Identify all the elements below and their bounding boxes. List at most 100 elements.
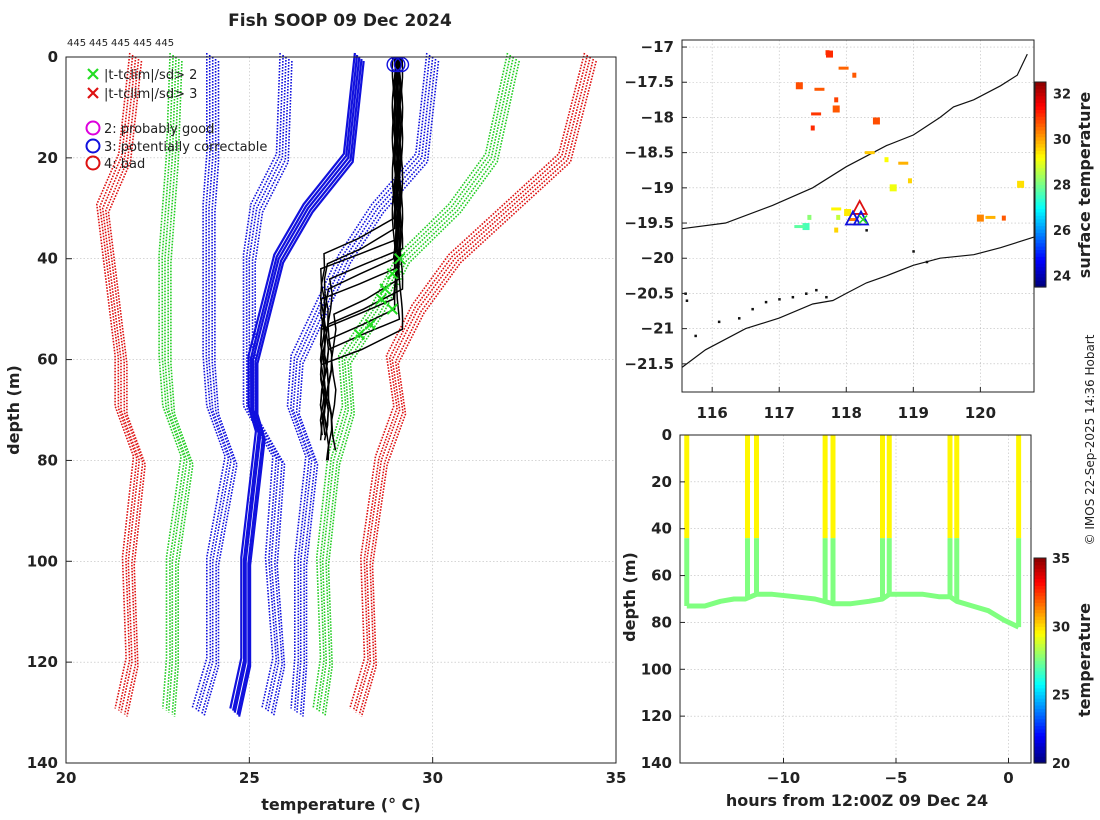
sst-cell [976,214,984,222]
colorbar-swatch [1035,198,1046,203]
profile-id-label: 445 [89,38,108,49]
profile-id-label: 445 [133,38,152,49]
island-marker [751,307,754,311]
y-tick-label: 80 [37,451,58,469]
colorbar-swatch [1034,677,1046,682]
sst-cell [834,97,839,103]
map-colorbar-tick: 24 [1053,270,1071,285]
colorbar-swatch [1035,239,1046,244]
map-y-tick-label: −20.5 [624,284,674,302]
profile-id-label: 445 [111,38,130,49]
ts-colorbar-tick: 25 [1052,689,1070,704]
colorbar-swatch [1034,660,1046,665]
bathymetry-contour [681,53,1028,230]
colorbar-swatch [1034,602,1046,607]
map-y-tick-label: −17.5 [624,73,674,91]
profile-id-label: 445 [155,38,174,49]
colorbar-swatch [1034,694,1046,699]
colorbar-swatch [1035,273,1046,278]
colorbar-swatch [1034,674,1046,679]
colorbar-swatch [1034,612,1046,617]
sst-cell [907,178,912,184]
sst-cell [802,223,810,231]
y-tick-label: 20 [37,149,58,167]
colorbar-swatch [1035,266,1046,271]
legend-marker [85,120,101,136]
island-marker [737,317,741,320]
profile-id-label: 445 [67,38,86,49]
sst-cell [794,225,805,229]
map-axes-frame [681,39,1035,393]
sst-cell [811,112,822,116]
colorbar-swatch [1035,99,1046,104]
credit-text: © IMOS 22-Sep-2025 14:36 Hobart [1083,334,1097,545]
gt2sd-flag-marker [364,318,377,330]
colorbar-swatch [1034,558,1046,563]
map-x-tick-label: 118 [831,404,862,422]
profile-id-labels: 445 445 445 445 445 [67,38,174,49]
y-tick-label: 120 [27,653,58,671]
colorbar-swatch [1035,136,1046,141]
colorbar-swatch [1034,640,1046,645]
sst-cell [1017,180,1025,188]
island-marker [717,320,721,324]
colorbar-swatch [1034,622,1046,627]
colorbar-swatch [1034,650,1046,655]
colorbar-swatch [1034,756,1046,761]
map-y-tick-label: −18.5 [624,144,674,162]
sst-cell [1001,215,1006,221]
sst-cell [826,50,834,58]
gt2sd-flag-marker [393,253,406,265]
colorbar-swatch [1035,211,1046,216]
colorbar-swatch [1035,208,1046,213]
colorbar-swatch [1035,95,1046,100]
envelope-clim_plus_1sd [254,60,293,717]
colorbar-swatch [1035,177,1046,182]
colorbar-swatch [1034,742,1046,747]
colorbar-swatch [1035,187,1046,192]
sst-cell [838,66,849,70]
colorbar-swatch [1034,633,1046,638]
envelope-clim_plus_1sd [245,54,284,711]
envelope-clim_minus_1sd [191,53,226,709]
colorbar-swatch [1035,263,1046,268]
colorbar-swatch [1035,164,1046,169]
colorbar-swatch [1034,759,1046,764]
island-marker [805,292,808,295]
colorbar-swatch [1034,564,1046,569]
timeseries-xlabel: hours from 12:00Z 09 Dec 24 [726,791,988,810]
colorbar-swatch [1034,629,1046,634]
colorbar-swatch [1034,626,1046,631]
ts-colorbar-frame [1033,557,1047,764]
colorbar-swatch [1035,194,1046,199]
sst-cell [852,72,857,78]
colorbar-swatch [1035,126,1046,131]
colorbar-swatch [1034,619,1046,624]
colorbar-swatch [1034,728,1046,733]
island-marker [815,288,818,292]
envelope-clim_plus_1sd [242,52,281,709]
colorbar-swatch [1035,112,1046,117]
map-panel: 116 117 118 119 120 −17 −17.5 −18 −18.5 −19 −19.5 −… [624,38,1094,422]
colorbar-swatch [1035,85,1046,90]
colorbar-swatch [1034,561,1046,566]
colorbar-swatch [1034,715,1046,720]
colorbar-swatch [1035,157,1046,162]
sst-cell [884,157,889,163]
sst-cell [831,207,842,211]
ts-y-tick-label: 140 [641,754,672,772]
legend-label: 4: bad [104,157,145,172]
envelope-clim_plus_2sd [312,52,509,709]
colorbar-swatch [1034,670,1046,675]
profile-ylabel: depth (m) [4,365,23,455]
colorbar-swatch [1035,146,1046,151]
sst-cell [985,215,996,219]
y-tick-label: 40 [37,250,58,268]
sst-cell [898,161,909,165]
colorbar-swatch [1035,276,1046,281]
colorbar-swatch [1035,252,1046,257]
gt2sd-flag-marker [386,303,399,315]
colorbar-swatch [1034,595,1046,600]
colorbar-swatch [1034,718,1046,723]
gt2sd-flag-marker [375,293,388,305]
